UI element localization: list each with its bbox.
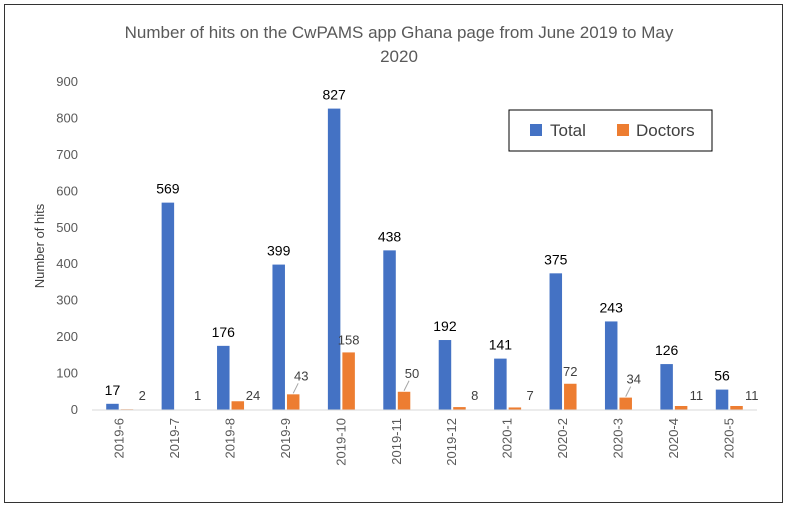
data-label-total: 827 xyxy=(322,87,346,103)
y-axis-label: Number of hits xyxy=(32,203,47,288)
y-tick-label: 500 xyxy=(56,220,78,235)
data-label-doctors: 34 xyxy=(626,372,640,387)
bar-doctors xyxy=(730,405,743,410)
bar-doctors xyxy=(342,352,355,410)
x-tick-label: 2020-3 xyxy=(610,418,625,458)
legend: Total Doctors xyxy=(508,109,713,152)
bar-total xyxy=(383,250,396,410)
data-label-total: 126 xyxy=(655,342,679,358)
x-axis-ticks: 2019-6 2019-7 2019-8 2019-9 2019-10 2019-11 20… xyxy=(112,418,737,466)
y-tick-label: 900 xyxy=(56,74,78,89)
x-tick-label: 2019-12 xyxy=(444,418,459,466)
data-label-doctors: 72 xyxy=(563,364,577,379)
y-tick-label: 800 xyxy=(56,110,78,125)
x-tick-label: 2020-4 xyxy=(666,418,681,458)
x-tick-label: 2019-11 xyxy=(389,418,404,465)
data-label-doctors: 11 xyxy=(745,388,759,403)
chart-title-line1: Number of hits on the CwPAMS app Ghana p… xyxy=(125,23,674,42)
data-label-doctors: 158 xyxy=(338,332,360,347)
legend-swatch xyxy=(617,124,629,136)
data-label-doctors: 24 xyxy=(246,388,260,403)
data-label-total: 569 xyxy=(156,181,180,197)
bar-doctors xyxy=(674,405,688,410)
bar-total xyxy=(106,403,119,410)
bar-doctors xyxy=(286,394,300,410)
bar-doctors xyxy=(508,407,522,410)
y-axis-ticks: 0 100 200 300 400 500 600 700 800 900 xyxy=(56,74,78,417)
bar-total xyxy=(161,202,175,410)
bar-total xyxy=(494,358,507,410)
bars-group: 17 2 569 1 176 24 399 43 827 158 438 50 192 8 141 7 375 7… xyxy=(105,87,759,411)
data-label-doctors: 11 xyxy=(690,388,704,403)
y-tick-label: 600 xyxy=(56,183,78,198)
chart-title-line2: 2020 xyxy=(380,47,418,66)
leader-line xyxy=(625,386,632,397)
bar-total xyxy=(438,340,452,410)
leader-line xyxy=(403,380,410,392)
data-label-doctors: 7 xyxy=(527,388,534,403)
bar-doctors xyxy=(564,383,577,410)
data-label-doctors: 2 xyxy=(139,388,146,403)
x-tick-label: 2019-6 xyxy=(112,418,127,458)
bar-doctors xyxy=(231,401,245,410)
legend-swatch xyxy=(530,124,542,136)
y-tick-label: 700 xyxy=(56,147,78,162)
bar-total xyxy=(217,345,230,410)
y-tick-label: 200 xyxy=(56,329,78,344)
x-tick-label: 2019-10 xyxy=(333,418,348,466)
bar-total xyxy=(272,264,285,410)
bar-doctors xyxy=(453,407,466,410)
bar-doctors xyxy=(619,397,632,410)
data-label-total: 243 xyxy=(600,299,624,315)
data-label-total: 141 xyxy=(489,337,513,353)
y-tick-label: 0 xyxy=(71,402,78,417)
data-label-doctors: 50 xyxy=(405,366,419,381)
bar-total xyxy=(604,321,618,410)
bar-total xyxy=(549,273,563,410)
bar-total xyxy=(715,389,729,410)
data-label-total: 17 xyxy=(105,382,121,398)
bar-total xyxy=(327,108,341,411)
legend-label: Doctors xyxy=(636,121,695,140)
data-label-total: 399 xyxy=(267,243,291,259)
y-tick-label: 300 xyxy=(56,293,78,308)
data-label-total: 192 xyxy=(433,318,457,334)
legend-box xyxy=(508,109,713,152)
legend-label: Total xyxy=(550,121,586,140)
data-label-total: 375 xyxy=(544,251,568,267)
y-tick-label: 400 xyxy=(56,256,78,271)
data-label-doctors: 1 xyxy=(194,388,201,403)
data-label-doctors: 43 xyxy=(294,368,308,383)
x-tick-label: 2020-1 xyxy=(500,418,515,458)
data-label-doctors: 8 xyxy=(471,388,478,403)
x-tick-label: 2020-5 xyxy=(721,418,736,458)
x-tick-label: 2019-9 xyxy=(278,418,293,458)
bar-total xyxy=(660,364,673,410)
y-tick-label: 100 xyxy=(56,366,78,381)
data-label-total: 56 xyxy=(714,368,730,384)
data-label-total: 438 xyxy=(378,228,402,244)
x-tick-label: 2019-7 xyxy=(167,418,182,458)
data-label-total: 176 xyxy=(212,324,236,340)
leader-line xyxy=(292,383,299,394)
bar-doctors xyxy=(397,391,411,410)
x-tick-label: 2019-8 xyxy=(223,418,238,458)
x-tick-label: 2020-2 xyxy=(555,418,570,458)
